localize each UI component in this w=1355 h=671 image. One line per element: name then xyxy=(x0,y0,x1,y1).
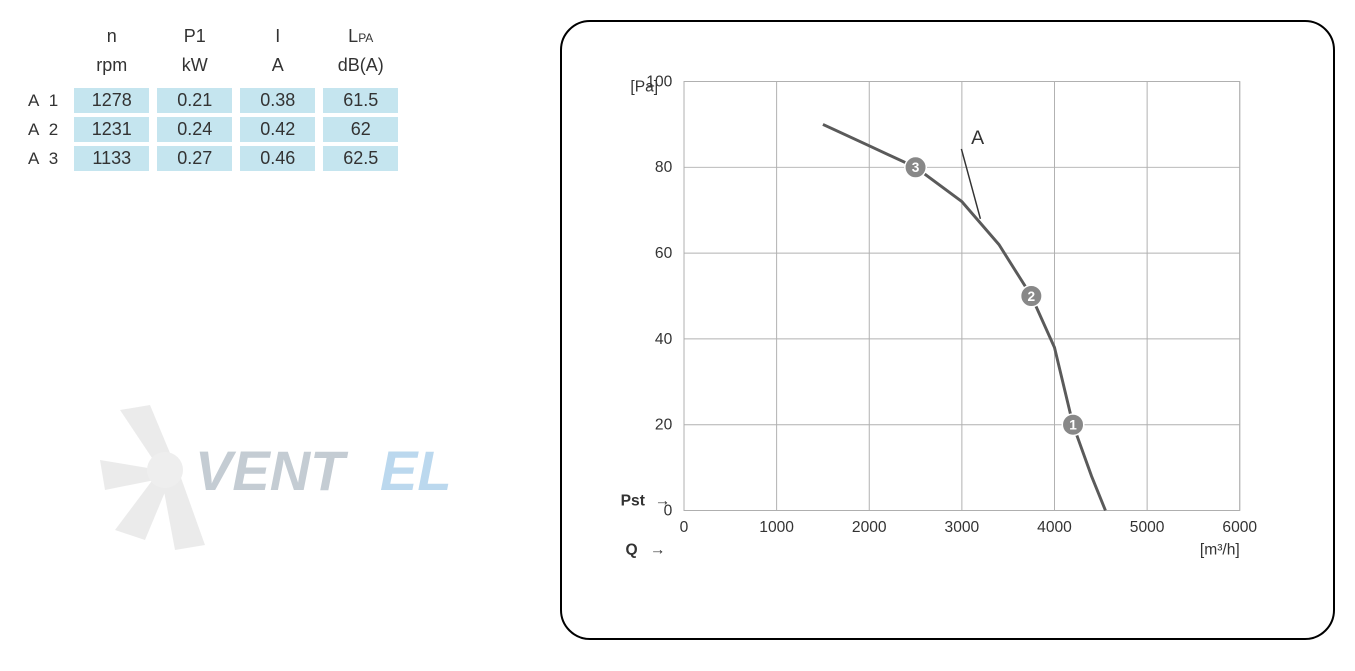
table-row: A 3 1133 0.27 0.46 62.5 xyxy=(28,146,398,171)
col-header-i: I xyxy=(240,24,315,49)
svg-text:60: 60 xyxy=(655,245,673,262)
svg-text:[Pa]: [Pa] xyxy=(630,78,658,95)
svg-text:Q: Q xyxy=(626,541,638,558)
cell-n: 1231 xyxy=(74,117,149,142)
svg-text:[m³/h]: [m³/h] xyxy=(1200,541,1240,558)
cell-i: 0.46 xyxy=(240,146,315,171)
performance-table: n P1 I LPA rpm kW A dB(A) A 1 1278 0.21 … xyxy=(20,20,406,175)
svg-text:80: 80 xyxy=(655,159,673,176)
svg-text:Pst: Pst xyxy=(621,493,645,510)
svg-text:4000: 4000 xyxy=(1037,519,1072,536)
svg-text:VENT: VENT xyxy=(195,439,349,502)
row-label: A 3 xyxy=(28,146,66,171)
col-header-p1: P1 xyxy=(157,24,232,49)
cell-i: 0.38 xyxy=(240,88,315,113)
svg-text:2: 2 xyxy=(1028,289,1036,304)
performance-chart: 0100020003000400050006000020406080100[Pa… xyxy=(560,20,1335,640)
table-row: A 1 1278 0.21 0.38 61.5 xyxy=(28,88,398,113)
cell-n: 1278 xyxy=(74,88,149,113)
col-unit-n: rpm xyxy=(74,53,149,84)
cell-n: 1133 xyxy=(74,146,149,171)
svg-text:6000: 6000 xyxy=(1222,519,1257,536)
svg-text:1: 1 xyxy=(1069,418,1077,433)
cell-lpa: 62 xyxy=(323,117,398,142)
col-unit-p1: kW xyxy=(157,53,232,84)
cell-lpa: 61.5 xyxy=(323,88,398,113)
col-unit-lpa: dB(A) xyxy=(323,53,398,84)
svg-text:EL: EL xyxy=(380,439,452,502)
svg-text:3: 3 xyxy=(912,160,920,175)
svg-text:1000: 1000 xyxy=(759,519,794,536)
cell-i: 0.42 xyxy=(240,117,315,142)
row-label: A 1 xyxy=(28,88,66,113)
svg-text:A: A xyxy=(971,127,984,149)
col-header-n: n xyxy=(74,24,149,49)
svg-text:3000: 3000 xyxy=(945,519,980,536)
watermark-logo: VENT EL xyxy=(100,380,480,560)
svg-text:20: 20 xyxy=(655,417,673,434)
svg-text:5000: 5000 xyxy=(1130,519,1165,536)
row-label: A 2 xyxy=(28,117,66,142)
cell-p1: 0.21 xyxy=(157,88,232,113)
cell-p1: 0.24 xyxy=(157,117,232,142)
svg-text:40: 40 xyxy=(655,331,673,348)
svg-text:0: 0 xyxy=(680,519,689,536)
table-row: A 2 1231 0.24 0.42 62 xyxy=(28,117,398,142)
svg-text:→: → xyxy=(655,493,671,510)
svg-text:2000: 2000 xyxy=(852,519,887,536)
svg-text:→: → xyxy=(650,541,666,558)
cell-p1: 0.27 xyxy=(157,146,232,171)
col-header-lpa: LPA xyxy=(323,24,398,49)
cell-lpa: 62.5 xyxy=(323,146,398,171)
col-unit-i: A xyxy=(240,53,315,84)
